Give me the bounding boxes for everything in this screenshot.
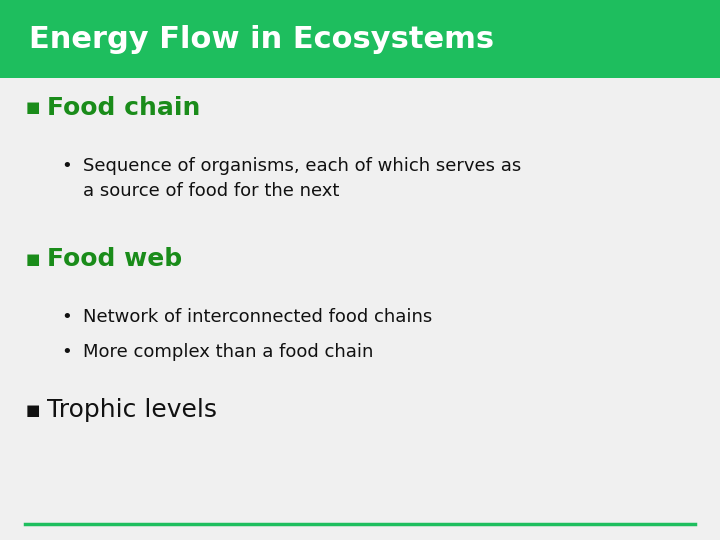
Text: Network of interconnected food chains: Network of interconnected food chains	[83, 308, 432, 326]
Text: •: •	[61, 157, 72, 174]
Text: ■: ■	[25, 403, 40, 418]
Text: More complex than a food chain: More complex than a food chain	[83, 343, 373, 361]
Text: Food chain: Food chain	[47, 96, 200, 120]
Text: •: •	[61, 343, 72, 361]
Text: ■: ■	[25, 252, 40, 267]
Text: Sequence of organisms, each of which serves as
a source of food for the next: Sequence of organisms, each of which ser…	[83, 157, 521, 200]
Text: Food web: Food web	[47, 247, 182, 271]
FancyBboxPatch shape	[0, 0, 720, 78]
Text: Energy Flow in Ecosystems: Energy Flow in Ecosystems	[29, 25, 494, 53]
Text: ■: ■	[25, 100, 40, 116]
Text: Trophic levels: Trophic levels	[47, 399, 217, 422]
Text: •: •	[61, 308, 72, 326]
